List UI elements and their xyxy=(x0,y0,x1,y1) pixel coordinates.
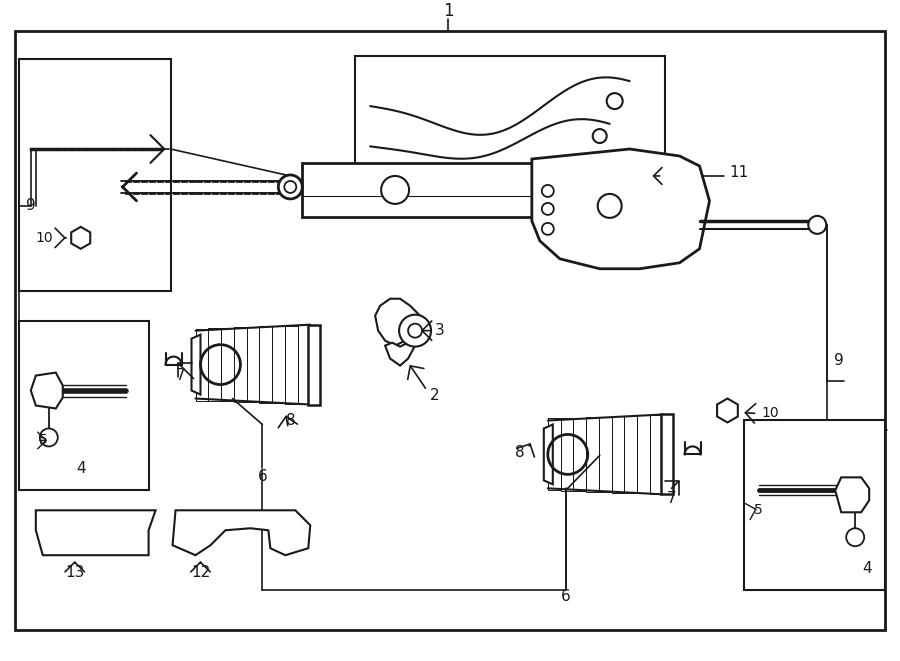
Text: 5: 5 xyxy=(39,434,48,447)
Polygon shape xyxy=(532,149,709,269)
Text: 6: 6 xyxy=(257,469,267,484)
Circle shape xyxy=(542,185,554,197)
Text: 11: 11 xyxy=(729,165,749,180)
Circle shape xyxy=(278,175,302,199)
Text: 12: 12 xyxy=(191,564,210,580)
Text: 8: 8 xyxy=(285,413,295,428)
Circle shape xyxy=(40,428,58,446)
Text: 4: 4 xyxy=(862,561,872,576)
Text: 8: 8 xyxy=(515,445,525,460)
Bar xyxy=(356,56,664,216)
Text: 13: 13 xyxy=(65,564,85,580)
Bar xyxy=(19,321,149,490)
Text: 4: 4 xyxy=(76,461,86,476)
Circle shape xyxy=(381,176,410,204)
Polygon shape xyxy=(192,334,201,395)
Circle shape xyxy=(607,93,623,109)
Circle shape xyxy=(808,216,826,234)
Polygon shape xyxy=(309,325,320,405)
Text: 7: 7 xyxy=(667,491,677,506)
Text: 6: 6 xyxy=(561,589,571,603)
Text: 10: 10 xyxy=(761,407,779,420)
Circle shape xyxy=(408,324,422,338)
Text: 2: 2 xyxy=(430,388,440,403)
Bar xyxy=(744,420,885,590)
Text: 5: 5 xyxy=(754,503,763,518)
Text: 7: 7 xyxy=(176,368,185,383)
Polygon shape xyxy=(385,342,415,366)
Circle shape xyxy=(846,528,864,546)
Circle shape xyxy=(284,181,296,193)
Circle shape xyxy=(598,194,622,218)
Circle shape xyxy=(593,129,607,143)
Polygon shape xyxy=(835,477,869,512)
Bar xyxy=(19,59,171,291)
Text: 9: 9 xyxy=(26,198,36,214)
Text: 1: 1 xyxy=(443,2,454,20)
Circle shape xyxy=(542,223,554,235)
Polygon shape xyxy=(71,227,90,249)
Circle shape xyxy=(399,315,431,346)
Polygon shape xyxy=(544,424,553,485)
Polygon shape xyxy=(717,399,738,422)
Text: 3: 3 xyxy=(435,323,445,338)
Polygon shape xyxy=(661,414,672,494)
Bar xyxy=(302,163,532,217)
Polygon shape xyxy=(31,373,63,408)
Circle shape xyxy=(542,203,554,215)
Text: 10: 10 xyxy=(36,231,53,245)
Text: 9: 9 xyxy=(834,353,844,368)
Polygon shape xyxy=(36,510,156,555)
Polygon shape xyxy=(173,510,310,555)
Polygon shape xyxy=(375,299,420,346)
